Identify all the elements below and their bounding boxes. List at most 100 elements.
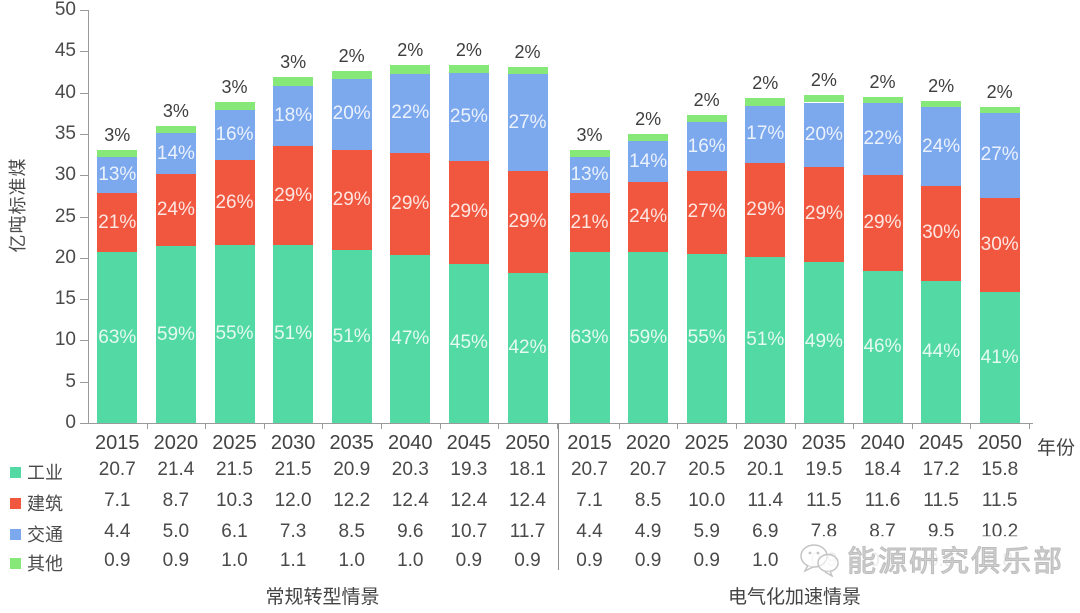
x-tick-mark [618, 423, 620, 429]
y-tick-label: 30 [54, 164, 76, 186]
bar-segment-建筑: 29% [390, 152, 431, 256]
bar-top-pct-label: 2% [928, 75, 955, 96]
scenario-label-1: 常规转型情景 [265, 587, 380, 608]
bar-pct-label-交通: 20% [804, 123, 843, 145]
legend-swatch-建筑 [10, 497, 21, 509]
table-cell-工业: 20.1 [746, 459, 784, 480]
bar-pct-label-建筑: 30% [922, 222, 961, 244]
table-cell-工业: 21.4 [157, 459, 195, 480]
bar-pct-label-工业: 59% [156, 323, 195, 345]
bar-pct-label-建筑: 24% [629, 205, 668, 227]
table-cell-工业: 20.5 [688, 459, 726, 480]
table-cell-建筑: 11.5 [923, 490, 959, 511]
y-tick-mark [80, 10, 88, 11]
x-tick-mark [556, 423, 558, 429]
legend-swatch-工业 [10, 466, 21, 478]
bar-segment-交通: 20% [803, 102, 844, 167]
table-cell-交通: 4.9 [634, 521, 662, 542]
year-label: 2030 [270, 432, 316, 454]
scenario-label-2: 电气化加速情景 [727, 587, 861, 608]
bar-segment-工业: 63% [569, 252, 610, 423]
bar-top-pct-label: 2% [869, 71, 896, 92]
table-cell-建筑: 11.6 [864, 490, 901, 511]
bar-pct-label-工业: 51% [274, 323, 313, 345]
bar-pct-label-工业: 44% [922, 340, 961, 362]
table-cell-其他: 1.0 [221, 550, 248, 571]
x-tick-mark [1029, 423, 1030, 429]
bar-pct-label-工业: 51% [332, 325, 371, 347]
table-cell-建筑: 12.2 [333, 490, 371, 511]
bar-segment-其他 [214, 101, 255, 110]
bar-segment-工业: 51% [273, 245, 314, 423]
bar-top-pct-label: 2% [810, 70, 837, 91]
bar-top-pct-label: 2% [397, 40, 424, 61]
table-cell-工业: 17.2 [922, 459, 960, 480]
bar-segment-建筑: 29% [507, 171, 548, 274]
bar-pct-label-建筑: 29% [391, 193, 430, 215]
y-tick-label: 40 [54, 81, 76, 103]
table-cell-工业: 20.7 [629, 459, 667, 480]
bar-segment-建筑: 26% [214, 160, 255, 246]
bar-pct-label-工业: 51% [746, 328, 785, 350]
bar-segment-其他 [803, 95, 844, 103]
bar-segment-交通: 24% [921, 107, 962, 186]
bar-pct-label-建筑: 29% [449, 201, 488, 223]
bar-segment-交通: 22% [390, 73, 431, 153]
bar-pct-label-交通: 22% [863, 128, 902, 150]
table-cell-工业: 19.3 [450, 459, 488, 480]
bar-pct-label-交通: 27% [508, 111, 547, 133]
table-cell-建筑: 11.5 [981, 490, 1018, 511]
bar-segment-其他 [921, 100, 962, 108]
bar-segment-交通: 17% [745, 105, 786, 163]
year-label: 2015 [567, 432, 612, 454]
bar-segment-其他 [862, 96, 903, 104]
table-cell-建筑: 7.1 [104, 490, 131, 511]
table-cell-交通: 7.3 [279, 521, 307, 542]
bar-segment-交通: 20% [331, 79, 372, 150]
table-cell-工业: 20.7 [570, 459, 608, 480]
bar-pct-label-建筑: 26% [215, 191, 254, 213]
bar-top-pct-label: 3% [576, 124, 603, 145]
table-cell-建筑: 11.4 [747, 490, 784, 511]
bar-pct-label-建筑: 29% [508, 211, 547, 233]
year-label: 2025 [212, 432, 257, 454]
bar-pct-label-工业: 59% [629, 326, 668, 348]
bar-pct-label-交通: 13% [570, 164, 609, 186]
table-cell-其他: 1.0 [397, 550, 424, 571]
y-tick-label: 10 [54, 329, 76, 351]
bar-segment-建筑: 21% [569, 193, 610, 252]
bar-segment-交通: 14% [155, 133, 196, 175]
table-cell-建筑: 7.1 [576, 490, 603, 511]
bar-segment-工业: 45% [448, 263, 489, 423]
x-tick-mark [736, 423, 737, 429]
bar-pct-label-建筑: 30% [980, 233, 1019, 255]
y-tick-label: 45 [54, 40, 76, 62]
bar-segment-其他 [331, 71, 372, 80]
bar-pct-label-建筑: 27% [687, 201, 726, 223]
bar-segment-工业: 44% [921, 280, 962, 423]
table-cell-工业: 20.3 [391, 459, 429, 480]
bar-segment-建筑: 29% [273, 146, 314, 246]
table-cell-建筑: 12.4 [450, 490, 488, 511]
legend-item-其他: 其他 [10, 550, 63, 576]
bar-top-pct-label: 2% [455, 40, 482, 61]
table-cell-工业: 21.5 [215, 459, 253, 480]
year-label: 2035 [801, 432, 847, 454]
bar-top-pct-label: 2% [693, 89, 720, 110]
year-label: 2050 [505, 432, 550, 454]
x-tick-mark [439, 423, 441, 429]
bar-segment-工业: 51% [745, 256, 786, 423]
bar-pct-label-交通: 20% [332, 103, 371, 125]
table-cell-其他: 0.9 [634, 550, 662, 571]
bar-segment-其他 [686, 114, 727, 123]
y-tick-mark [80, 175, 88, 177]
legend-item-建筑: 建筑 [10, 490, 63, 516]
bar-segment-建筑: 29% [862, 175, 903, 271]
table-cell-其他: 0.9 [455, 550, 483, 571]
x-axis-line [88, 423, 1033, 424]
table-cell-其他: 1.0 [338, 550, 365, 571]
legend-label-其他: 其他 [27, 554, 63, 574]
table-cell-工业: 18.4 [863, 459, 901, 480]
